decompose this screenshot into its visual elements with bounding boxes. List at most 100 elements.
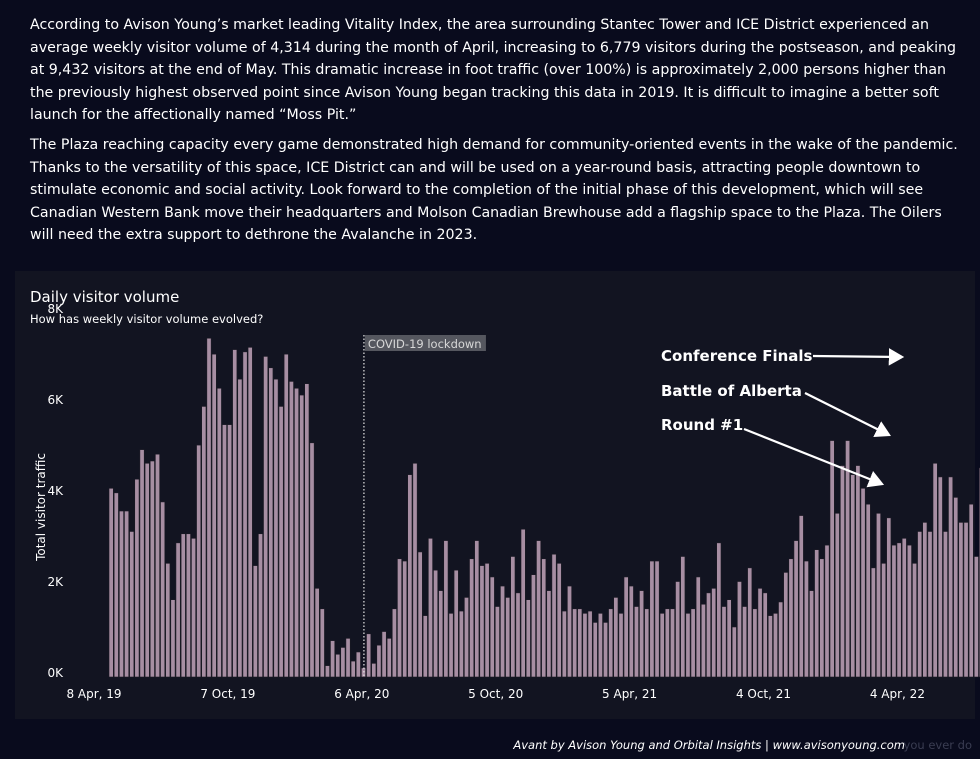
bar: [633, 606, 639, 678]
bar: [505, 597, 511, 678]
bar: [932, 462, 938, 678]
bar: [371, 663, 377, 678]
bar: [355, 651, 361, 678]
bar: [721, 606, 727, 678]
bar: [865, 503, 871, 678]
bar: [304, 383, 310, 678]
bar: [603, 622, 609, 678]
credit-separator: |: [761, 738, 773, 752]
playoff-annotations: Conference Finals Battle of Alberta Round …: [661, 347, 905, 488]
bar: [500, 585, 505, 678]
bar: [453, 569, 459, 678]
x-tick-label: 8 Apr, 19: [66, 687, 121, 701]
bar: [139, 449, 145, 678]
bar: [520, 528, 526, 678]
bar: [577, 608, 583, 678]
bar: [747, 567, 753, 678]
bar: [149, 460, 155, 678]
bar: [917, 531, 923, 678]
bar: [824, 544, 830, 678]
bar: [860, 487, 866, 678]
bar: [335, 653, 341, 678]
bar: [536, 540, 542, 678]
bar: [144, 462, 150, 678]
bar: [587, 610, 593, 678]
bar: [448, 613, 454, 678]
bar: [288, 381, 294, 678]
x-tick-label: 5 Oct, 20: [468, 687, 523, 701]
bar: [484, 563, 490, 678]
bar: [695, 576, 701, 678]
bar: [592, 622, 598, 678]
bar: [767, 615, 773, 678]
bar: [788, 558, 794, 678]
y-tick-label: 8K: [47, 302, 64, 316]
bar: [927, 531, 933, 678]
lockdown-label: COVID-19 lockdown: [368, 337, 482, 351]
bar: [458, 610, 464, 678]
bar: [319, 608, 325, 678]
bar: [242, 351, 248, 678]
bar: [170, 599, 176, 678]
bar: [881, 563, 887, 678]
bar: [839, 465, 845, 678]
bar: [417, 551, 423, 678]
bar: [391, 608, 397, 678]
annotation-round-1: Round #1: [661, 416, 743, 434]
bar: [654, 560, 660, 678]
bar: [736, 581, 742, 678]
bar: [973, 556, 979, 678]
bar: [963, 522, 969, 678]
bar: [283, 353, 289, 678]
bar: [613, 597, 619, 678]
bar: [232, 349, 238, 678]
y-tick-label: 2K: [47, 575, 64, 589]
x-tick-label: 4 Apr, 22: [870, 687, 925, 701]
credit-text: Avant by Avison Young and Orbital Insigh…: [513, 738, 762, 752]
bar: [134, 478, 140, 678]
bar: [278, 406, 284, 678]
bar: [160, 501, 166, 678]
annotation-conference-finals: Conference Finals: [661, 347, 813, 365]
bar: [752, 608, 758, 678]
bar: [855, 465, 861, 678]
bar: [803, 560, 809, 678]
bar: [330, 640, 336, 678]
chart-subtitle: How has weekly visitor volume evolved?: [30, 312, 264, 326]
bar: [649, 560, 655, 678]
bar: [870, 567, 876, 678]
paragraph-plaza: The Plaza reaching capacity every game d…: [30, 136, 958, 244]
bar: [206, 337, 212, 678]
bar: [489, 576, 495, 678]
bar: [850, 474, 856, 678]
bar: [108, 487, 114, 678]
watermark-text: you ever do: [903, 738, 972, 752]
bar: [402, 560, 408, 678]
bar: [386, 638, 392, 678]
y-tick-label: 4K: [47, 484, 64, 498]
bar: [937, 476, 943, 678]
arrow-round-1: [743, 427, 885, 488]
bar: [572, 608, 578, 678]
bar: [309, 442, 315, 678]
bar: [901, 538, 907, 678]
bar: [922, 522, 928, 678]
bar: [113, 492, 119, 678]
bar: [427, 538, 433, 678]
bar: [829, 440, 835, 678]
x-tick-labels: 8 Apr, 19 7 Oct, 19 6 Apr, 20 5 Oct, 20 5 Ap…: [66, 687, 925, 701]
bar: [216, 387, 222, 678]
bar: [397, 558, 402, 678]
bar: [685, 613, 691, 678]
bar: [263, 356, 269, 678]
article-text: According to Avison Young’s market leadi…: [30, 14, 965, 254]
bar: [953, 497, 959, 678]
bar: [237, 378, 243, 678]
bar: [618, 613, 624, 678]
bar: [350, 660, 356, 678]
bar: [556, 563, 562, 678]
bar: [819, 558, 825, 678]
credit-url[interactable]: www.avisonyoung.com: [772, 738, 905, 752]
bar: [273, 378, 279, 678]
bar: [876, 512, 881, 678]
